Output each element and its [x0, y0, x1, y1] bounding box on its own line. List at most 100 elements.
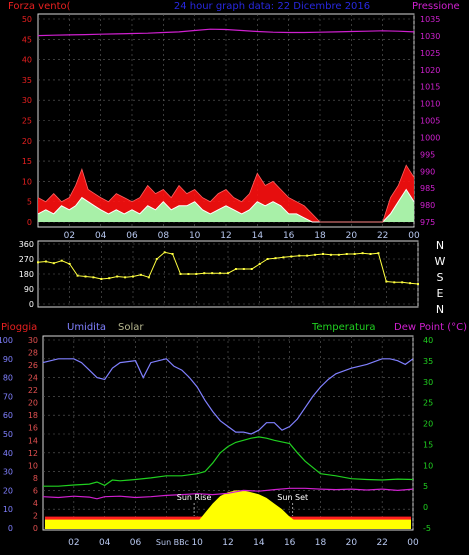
temp-y-tick: 40 — [423, 336, 433, 345]
solar-area — [43, 490, 413, 528]
wind-direction-point — [227, 272, 229, 275]
humidity-y-tick: 60 — [3, 411, 13, 420]
solar-y-tick: 16 — [28, 424, 38, 433]
wind-direction-point — [155, 258, 158, 260]
wind-direction-point — [274, 257, 277, 260]
wind-direction-point — [353, 253, 356, 255]
solar-y-tick: 10 — [28, 461, 38, 470]
wind-direction-point — [44, 260, 47, 263]
wind-y-tick: 0 — [27, 218, 32, 227]
compass-label: S — [437, 271, 444, 284]
solar-y-tick: 14 — [28, 436, 38, 445]
compass-label: W — [435, 255, 446, 268]
dewpoint-axis-title: Dew Point (°C) — [394, 322, 467, 333]
compass-label: N — [436, 303, 444, 316]
wind-y-tick: 25 — [22, 117, 32, 126]
humidity-y-tick: 20 — [3, 486, 13, 495]
humidity-y-tick: 100 — [0, 336, 13, 345]
wind-direction-point — [139, 273, 142, 276]
wind-direction-point — [163, 251, 166, 254]
dir-y-tick: 360 — [19, 240, 34, 249]
wind-axis-title: Forza vento( — [8, 1, 71, 12]
temperature-line — [43, 436, 414, 487]
wind-y-tick: 10 — [22, 177, 32, 186]
temperature-humidity-panel: 0102030405060708090100024681012141618202… — [0, 335, 433, 548]
pressure-y-tick: 1010 — [420, 100, 440, 109]
pressure-y-tick: 1030 — [420, 32, 440, 41]
temp-x-tick: 22 — [376, 538, 387, 548]
solar-y-tick: 18 — [28, 411, 38, 420]
pressure-y-tick: 990 — [420, 167, 435, 176]
temp-y-tick: 35 — [423, 357, 433, 366]
wind-direction-point — [195, 273, 198, 275]
gust-area — [38, 165, 414, 222]
chart-title: 24 hour graph data: 22 Dicembre 2016 — [174, 1, 370, 12]
pressure-y-tick: 975 — [420, 218, 435, 227]
wind-direction-point — [234, 268, 237, 270]
wind-direction-point — [124, 276, 127, 279]
temp-x-tick: 06 — [130, 538, 142, 548]
pressure-y-tick: 1015 — [420, 83, 440, 92]
solar-y-tick: 20 — [28, 399, 38, 408]
temp-y-tick: 20 — [423, 420, 433, 429]
avg-wind-area — [38, 189, 414, 222]
wind-direction-point — [132, 275, 134, 278]
wind-direction-point — [258, 263, 261, 265]
wind-direction-point — [171, 253, 174, 255]
sun-bbc-label: Sun BBc — [156, 538, 189, 547]
wind-direction-point — [290, 255, 293, 258]
wind-x-tick: 00 — [408, 231, 420, 241]
wind-direction-point — [250, 268, 253, 270]
humidity-y-tick: 70 — [3, 392, 13, 401]
wind-direction-point — [179, 273, 182, 275]
wind-direction-point — [401, 281, 404, 284]
wind-direction-point — [385, 280, 388, 283]
wind-x-tick: 08 — [158, 231, 170, 241]
pressure-y-tick: 1025 — [420, 49, 440, 58]
wind-x-tick: 12 — [220, 231, 231, 241]
wind-direction-point — [37, 261, 39, 264]
wind-direction-point — [345, 253, 348, 255]
wind-direction-point — [417, 283, 419, 285]
wind-direction-point — [409, 282, 412, 285]
solar-y-tick: 6 — [33, 486, 38, 495]
wind-x-tick: 16 — [283, 231, 295, 241]
sun-rise-label: Sun Rise — [177, 493, 212, 502]
wind-x-tick: 10 — [189, 231, 201, 241]
solar-axis-title: Solar — [118, 322, 144, 333]
compass-label: N — [436, 239, 444, 252]
humidity-y-tick: 10 — [3, 505, 13, 514]
wind-direction-point — [52, 262, 55, 265]
temp-x-tick: 02 — [68, 538, 79, 548]
solar-y-tick: 0 — [33, 524, 38, 533]
pressure-y-tick: 1020 — [420, 66, 440, 75]
pressure-axis-title: Pressione — [412, 1, 460, 12]
temp-x-tick: 00 — [407, 538, 419, 548]
solar-y-tick: 26 — [28, 361, 38, 370]
wind-x-tick: 02 — [64, 231, 75, 241]
solar-y-tick: 8 — [33, 474, 38, 483]
pressure-y-tick: 980 — [420, 201, 435, 210]
pressure-y-tick: 995 — [420, 150, 435, 159]
wind-direction-point — [60, 259, 63, 262]
wind-y-tick: 30 — [22, 96, 32, 105]
wind-direction-point — [242, 268, 245, 270]
temp-x-tick: 16 — [284, 538, 296, 548]
wind-direction-point — [322, 253, 324, 255]
temp-y-tick: 30 — [423, 378, 433, 387]
temperature-axis-title: Temperatura — [311, 322, 376, 333]
wind-direction-point — [92, 276, 95, 279]
rain-axis-title: Pioggia — [1, 322, 37, 333]
wind-direction-point — [84, 275, 87, 278]
humidity-y-tick: 90 — [3, 355, 13, 364]
wind-direction-point — [100, 278, 103, 280]
dir-y-tick: 270 — [19, 255, 34, 264]
wind-y-tick: 15 — [22, 157, 32, 166]
wind-pressure-panel: 0510152025303540455097598098599099510001… — [22, 13, 440, 241]
wind-direction-point — [369, 253, 372, 255]
humidity-y-tick: 80 — [3, 374, 13, 383]
pressure-y-tick: 1005 — [420, 117, 440, 126]
wind-direction-point — [266, 258, 269, 260]
wind-y-tick: 20 — [22, 137, 32, 146]
